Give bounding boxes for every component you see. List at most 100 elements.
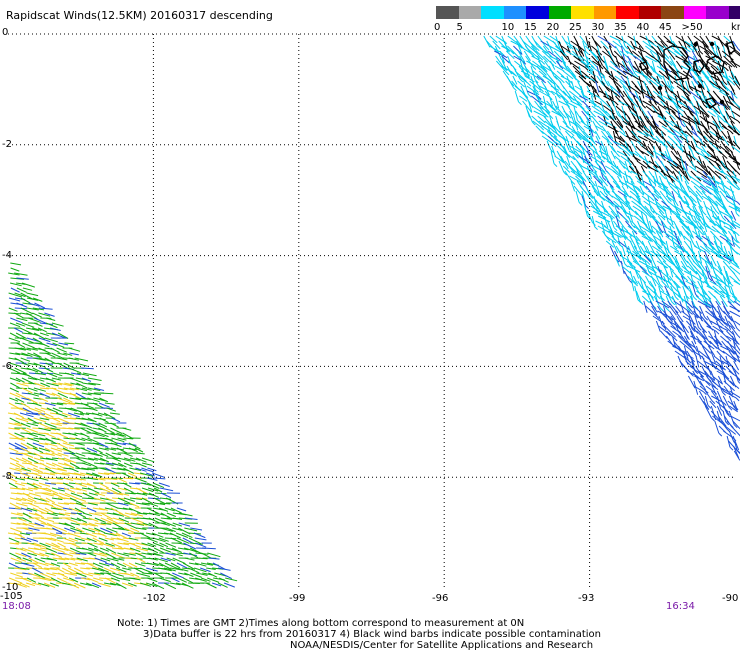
wind-barb [40,543,51,547]
wind-barb [723,46,725,57]
islet [659,87,662,90]
wind-barb [142,488,153,492]
wind-barb [45,358,55,363]
islet [721,101,724,104]
start-time: 18:08 [2,601,31,612]
wind-barb [16,388,27,389]
wind-barb [22,438,34,439]
wind-barb-flag [615,102,618,105]
wind-barb [21,403,30,408]
wind-barb [105,403,115,404]
wind-barb-flag [679,133,682,136]
wind-barb [100,528,112,533]
wind-barb [76,363,88,366]
wind-barb [10,263,21,265]
wind-barb [57,563,68,564]
wind-barb [10,393,20,397]
wind-barb [100,393,114,394]
wind-barb [110,428,122,434]
wind-barb-flag [680,113,683,116]
wind-barb [147,483,160,489]
wind-barb-flag [571,133,574,136]
end-time: 16:34 [666,601,695,612]
wind-barb-flag [593,114,596,117]
lon-label-99: -99 [289,594,305,604]
wind-barb [87,483,97,488]
wind-barb-flag [673,117,676,120]
wind-barb [117,483,127,484]
lon-label-102: -102 [143,594,166,604]
wind-barb [643,101,652,106]
wind-barb-flag [599,124,602,127]
wind-barb-flag [617,154,620,157]
wind-barb [70,393,81,399]
wind-barb [557,71,564,77]
wind-barb [29,493,41,496]
wind-barb [131,558,143,559]
wind-barb-flag [651,198,654,201]
wind-barb [688,226,694,239]
wind-barb [64,453,74,454]
wind-barb [700,186,711,194]
wind-barb [701,71,711,82]
wind-barb-flag [723,392,726,395]
lat-label-minus6: -6 [2,362,12,372]
wind-barb-flag [586,52,589,55]
wind-barb [21,508,32,511]
wind-barb-flag [613,54,616,57]
wind-barb [676,61,682,69]
lat-label-minus4: -4 [2,251,12,261]
wind-barb [622,246,625,255]
wind-barb [130,488,141,489]
wind-barb [95,518,106,522]
wind-barb-flag [730,131,733,134]
lat-label-minus8: -8 [2,472,12,482]
wind-barb [657,256,664,265]
wind-barb [551,151,554,164]
wind-barb [681,261,687,270]
wind-barb-flag [579,202,582,205]
wind-barb [149,518,160,523]
wind-barb [653,211,662,217]
wind-barb-flag [627,153,630,156]
wind-barb-flag [676,297,679,300]
wind-barb [708,366,712,375]
wind-barb [10,528,21,532]
wind-barb [100,418,109,423]
wind-barb [142,463,152,465]
lon-label-90: -90 [722,594,738,604]
wind-barb [618,176,624,186]
wind-barb [122,473,133,478]
wind-barb-flag [708,405,711,408]
island-outline [706,56,724,74]
wind-barb [112,418,120,422]
wind-barb [10,388,19,392]
wind-barb [666,291,671,302]
wind-barb [22,503,32,504]
wind-barb [105,423,117,424]
note-line-3: NOAA/NESDIS/Center for Satellite Applica… [290,640,593,651]
wind-barb-flag [736,371,739,374]
wind-barb [614,221,622,231]
wind-barb-flag [580,99,583,102]
wind-barb-flag [615,78,618,81]
wind-barb-flag [716,331,719,334]
wind-barb [124,528,136,533]
wind-barb [611,151,615,159]
wind-barb [604,61,608,73]
wind-barb [136,453,145,454]
wind-barb [592,216,594,227]
wind-barb [694,276,705,283]
wind-barb [152,473,164,477]
wind-barb-flag [514,88,517,91]
wind-barb-flag [712,418,715,421]
wind-barb [129,508,142,514]
wind-barb [730,306,740,311]
wind-barb [39,368,50,369]
wind-barb [39,398,48,402]
wind-barb [16,463,25,468]
wind-barb [47,408,58,413]
wind-barb [563,166,570,173]
wind-barb [22,283,35,287]
